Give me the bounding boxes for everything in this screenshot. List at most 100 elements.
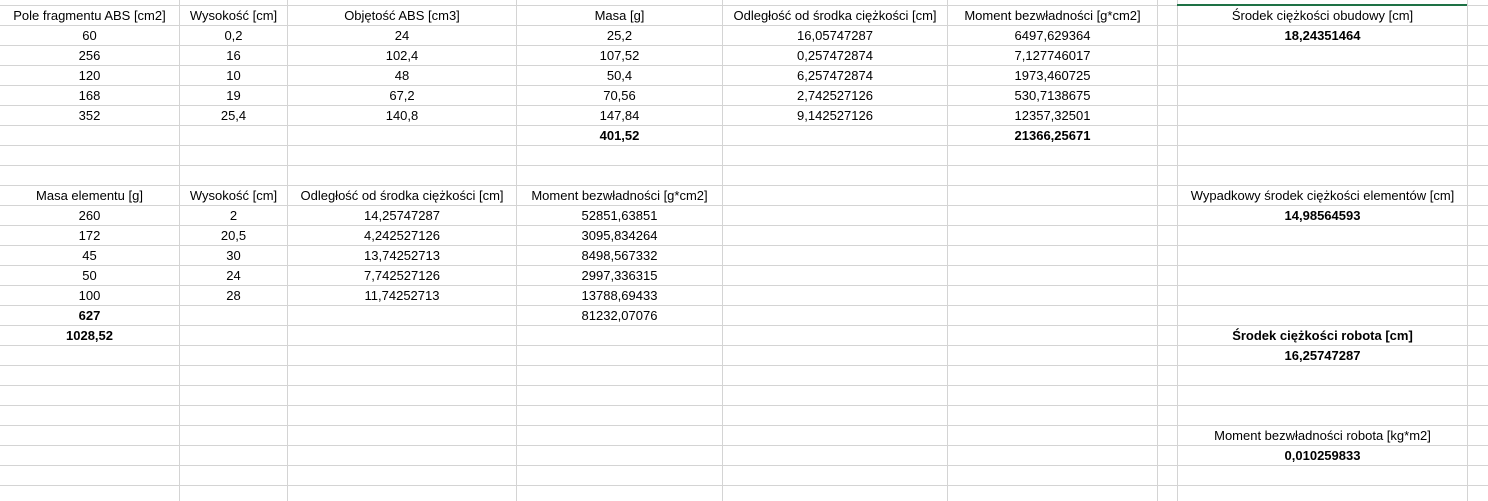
row-border bbox=[0, 105, 1488, 106]
housing-cog-value[interactable]: 18,24351464 bbox=[1284, 28, 1361, 43]
row-border bbox=[0, 165, 1488, 166]
table-cell[interactable]: 50 bbox=[82, 268, 97, 283]
table-cell[interactable]: 7,742527126 bbox=[364, 268, 440, 283]
column-border bbox=[287, 0, 288, 501]
table-cell[interactable]: 0,257472874 bbox=[797, 48, 873, 63]
row-border bbox=[0, 25, 1488, 26]
table-cell[interactable]: 28 bbox=[226, 288, 241, 303]
row-border bbox=[0, 345, 1488, 346]
column-border bbox=[1157, 0, 1158, 501]
table-cell[interactable]: 16,05747287 bbox=[797, 28, 873, 43]
column-border bbox=[1177, 0, 1178, 501]
housing-cog-label[interactable]: Środek ciężkości obudowy [cm] bbox=[1231, 8, 1414, 23]
total-mass-cell[interactable]: 401,52 bbox=[599, 128, 640, 143]
row-border bbox=[0, 145, 1488, 146]
table-cell[interactable]: 4,242527126 bbox=[364, 228, 440, 243]
table-cell[interactable]: 2997,336315 bbox=[581, 268, 658, 283]
row-border bbox=[0, 465, 1488, 466]
table-cell[interactable]: 9,142527126 bbox=[797, 108, 873, 123]
robot-moment-value[interactable]: 0,010259833 bbox=[1284, 448, 1361, 463]
table-cell[interactable]: 102,4 bbox=[385, 48, 419, 63]
table-cell[interactable]: 8498,567332 bbox=[581, 248, 658, 263]
table-cell[interactable]: 107,52 bbox=[599, 48, 640, 63]
grand-total-mass-cell[interactable]: 1028,52 bbox=[66, 328, 113, 343]
row-border bbox=[0, 85, 1488, 86]
table-cell[interactable]: 20,5 bbox=[220, 228, 247, 243]
table-cell[interactable]: 14,25747287 bbox=[364, 208, 440, 223]
elements-cog-label[interactable]: Wypadkowy środek ciężkości elementów [cm… bbox=[1190, 188, 1455, 203]
table-cell[interactable]: 52851,63851 bbox=[581, 208, 658, 223]
table-cell[interactable]: 24 bbox=[226, 268, 241, 283]
column-border bbox=[722, 0, 723, 501]
table-cell[interactable]: 6,257472874 bbox=[797, 68, 873, 83]
row-border bbox=[0, 65, 1488, 66]
table-cell[interactable]: 10 bbox=[226, 68, 241, 83]
header-cell[interactable]: Moment bezwładności [g*cm2] bbox=[964, 8, 1141, 23]
table-cell[interactable]: 11,74252713 bbox=[364, 288, 440, 303]
table-cell[interactable]: 140,8 bbox=[385, 108, 419, 123]
table-cell[interactable]: 352 bbox=[78, 108, 101, 123]
table-cell[interactable]: 6497,629364 bbox=[1014, 28, 1091, 43]
row-border bbox=[0, 225, 1488, 226]
row-border bbox=[0, 325, 1488, 326]
header-cell[interactable]: Odległość od środka ciężkości [cm] bbox=[733, 8, 937, 23]
table-cell[interactable]: 260 bbox=[78, 208, 101, 223]
table-cell[interactable]: 100 bbox=[78, 288, 101, 303]
table-cell[interactable]: 168 bbox=[78, 88, 101, 103]
robot-cog-label[interactable]: Środek ciężkości robota [cm] bbox=[1232, 328, 1413, 343]
table-cell[interactable]: 120 bbox=[78, 68, 101, 83]
table-cell[interactable]: 70,56 bbox=[603, 88, 636, 103]
row-border bbox=[0, 205, 1488, 206]
total-moment-cell[interactable]: 21366,25671 bbox=[1014, 128, 1091, 143]
header-cell[interactable]: Masa [g] bbox=[594, 8, 645, 23]
column-border bbox=[516, 0, 517, 501]
table-cell[interactable]: 25,2 bbox=[606, 28, 633, 43]
header-cell[interactable]: Odległość od środka ciężkości [cm] bbox=[300, 188, 504, 203]
table-cell[interactable]: 50,4 bbox=[606, 68, 633, 83]
row-border bbox=[0, 405, 1488, 406]
table-cell[interactable]: 13788,69433 bbox=[581, 288, 658, 303]
header-cell[interactable]: Objętość ABS [cm3] bbox=[344, 8, 460, 23]
elements-total-moment-cell[interactable]: 81232,07076 bbox=[581, 308, 658, 323]
column-border bbox=[1467, 0, 1468, 501]
column-border bbox=[947, 0, 948, 501]
row-border bbox=[0, 425, 1488, 426]
elements-cog-value[interactable]: 14,98564593 bbox=[1284, 208, 1361, 223]
table-cell[interactable]: 16 bbox=[226, 48, 241, 63]
row-border bbox=[0, 5, 1488, 6]
elements-total-mass-cell[interactable]: 627 bbox=[78, 308, 101, 323]
row-border bbox=[0, 245, 1488, 246]
table-cell[interactable]: 30 bbox=[226, 248, 241, 263]
table-cell[interactable]: 19 bbox=[226, 88, 241, 103]
table-cell[interactable]: 25,4 bbox=[220, 108, 247, 123]
column-border bbox=[179, 0, 180, 501]
table-cell[interactable]: 172 bbox=[78, 228, 101, 243]
header-cell[interactable]: Masa elementu [g] bbox=[36, 188, 143, 203]
table-cell[interactable]: 12357,32501 bbox=[1014, 108, 1091, 123]
row-border bbox=[0, 365, 1488, 366]
robot-cog-value[interactable]: 16,25747287 bbox=[1284, 348, 1361, 363]
header-cell[interactable]: Wysokość [cm] bbox=[189, 188, 278, 203]
table-cell[interactable]: 147,84 bbox=[599, 108, 640, 123]
table-cell[interactable]: 7,127746017 bbox=[1014, 48, 1091, 63]
table-cell[interactable]: 0,2 bbox=[224, 28, 243, 43]
table-cell[interactable]: 2,742527126 bbox=[797, 88, 873, 103]
header-cell[interactable]: Moment bezwładności [g*cm2] bbox=[531, 188, 708, 203]
table-cell[interactable]: 530,7138675 bbox=[1014, 88, 1091, 103]
table-cell[interactable]: 67,2 bbox=[389, 88, 415, 103]
header-cell[interactable]: Wysokość [cm] bbox=[189, 8, 278, 23]
table-cell[interactable]: 256 bbox=[78, 48, 101, 63]
selected-cell-indicator bbox=[1177, 4, 1467, 6]
table-cell[interactable]: 45 bbox=[82, 248, 97, 263]
table-cell[interactable]: 24 bbox=[394, 28, 410, 43]
table-cell[interactable]: 60 bbox=[82, 28, 97, 43]
robot-moment-label[interactable]: Moment bezwładności robota [kg*m2] bbox=[1214, 428, 1431, 443]
table-cell[interactable]: 2 bbox=[229, 208, 238, 223]
table-cell[interactable]: 3095,834264 bbox=[581, 228, 658, 243]
table-cell[interactable]: 1973,460725 bbox=[1014, 68, 1091, 83]
row-border bbox=[0, 265, 1488, 266]
table-cell[interactable]: 48 bbox=[394, 68, 410, 83]
table-cell[interactable]: 13,74252713 bbox=[364, 248, 440, 263]
header-cell[interactable]: Pole fragmentu ABS [cm2] bbox=[13, 8, 166, 23]
